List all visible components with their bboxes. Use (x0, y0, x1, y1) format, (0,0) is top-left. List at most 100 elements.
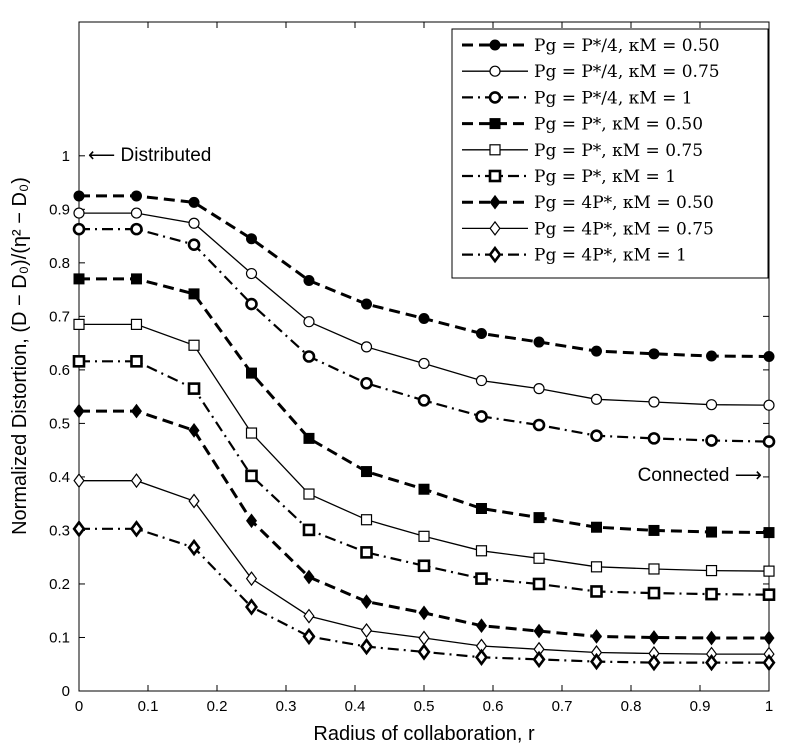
data-point-s6 (187, 382, 201, 395)
data-point-s2 (705, 399, 718, 411)
data-point-s5 (73, 318, 85, 330)
legend-entry-label: Pg = P*/4, κM = 0.50 (534, 36, 720, 56)
data-point-s2 (648, 396, 660, 408)
y-tick-label: 0.9 (49, 201, 70, 218)
data-point-s6 (302, 523, 316, 537)
data-point-s2 (763, 399, 775, 411)
data-point-s9 (302, 627, 316, 646)
data-point-s3 (130, 222, 143, 236)
data-point-s2 (130, 207, 143, 219)
data-point-s7 (533, 623, 545, 639)
data-point-s2 (418, 357, 430, 370)
data-point-s1 (706, 350, 718, 362)
data-point-s6 (647, 586, 661, 600)
data-point-s5 (475, 545, 488, 557)
data-point-s9 (474, 648, 488, 666)
data-point-s1 (533, 336, 545, 348)
data-point-s9 (647, 653, 661, 672)
data-point-s5 (533, 552, 545, 564)
data-point-s1 (648, 348, 660, 360)
data-point-s3 (360, 376, 373, 390)
data-point-s6 (130, 355, 143, 368)
data-point-s3 (72, 222, 86, 236)
data-point-s5 (763, 565, 775, 577)
data-point-s9 (72, 520, 86, 538)
x-tick-label: 1 (765, 698, 773, 715)
data-point-s1 (303, 275, 315, 287)
data-point-s7 (648, 630, 660, 645)
data-point-s8 (360, 623, 373, 639)
data-point-s4 (73, 273, 85, 285)
data-point-s6 (532, 577, 546, 591)
data-point-s9 (532, 650, 546, 669)
x-tick-label: 0.7 (552, 698, 573, 715)
series-markers (72, 190, 776, 672)
data-point-s7 (475, 618, 487, 634)
y-tick-label: 0.6 (49, 362, 70, 379)
data-point-s9 (129, 520, 143, 538)
data-point-s1 (130, 190, 142, 202)
x-tick-label: 0.1 (138, 698, 159, 715)
legend-entry-label: Pg = 4P*, κM = 0.50 (534, 193, 714, 213)
legend-entry-label: Pg = 4P*, κM = 0.75 (534, 219, 714, 239)
x-tick-label: 0.9 (690, 698, 711, 715)
y-tick-label: 0.8 (49, 255, 70, 272)
data-point-s7 (188, 423, 200, 438)
x-tick-label: 0.5 (414, 698, 435, 715)
data-point-s1 (73, 190, 85, 202)
data-point-s3 (475, 410, 488, 423)
data-point-s4 (763, 527, 775, 539)
data-point-s2 (360, 341, 373, 353)
x-axis-title: Radius of collaboration, r (313, 723, 535, 745)
data-point-s4 (648, 524, 660, 536)
legend-entry-label: Pg = P*, κM = 0.50 (534, 115, 703, 135)
data-point-s5 (590, 561, 603, 573)
data-point-s6 (705, 587, 718, 601)
y-tick-label: 1 (62, 148, 70, 165)
data-point-s8 (73, 473, 85, 489)
y-tick-label: 0.3 (49, 522, 70, 539)
data-point-s4 (418, 483, 430, 495)
data-point-s5 (418, 530, 430, 542)
data-point-s3 (245, 297, 258, 311)
data-point-s3 (647, 432, 661, 445)
data-point-s3 (417, 394, 431, 407)
data-point-s1 (361, 298, 373, 310)
data-point-s2 (303, 316, 315, 328)
data-point-s2 (475, 374, 488, 387)
data-point-s5 (188, 339, 200, 351)
data-point-s3 (187, 238, 201, 251)
y-tick-label: 0 (62, 683, 70, 700)
data-point-s5 (303, 488, 315, 500)
data-point-s9 (590, 652, 603, 671)
data-point-s6 (72, 355, 86, 368)
legend-marker (488, 245, 502, 264)
annotation-connected: Connected ⟶ (638, 465, 762, 486)
data-point-s8 (130, 473, 143, 489)
data-point-s4 (591, 521, 602, 533)
data-point-s1 (591, 345, 602, 357)
data-point-s2 (188, 217, 200, 229)
x-tick-label: 0.6 (483, 698, 504, 715)
data-point-s8 (303, 608, 315, 624)
data-point-s1 (188, 196, 200, 208)
legend-entry-label: Pg = P*/4, κM = 1 (534, 88, 693, 108)
data-point-s1 (763, 351, 775, 362)
data-point-s7 (246, 513, 257, 529)
data-point-s2 (590, 393, 603, 405)
data-point-s4 (475, 502, 487, 514)
data-point-s7 (303, 569, 315, 585)
data-point-s5 (705, 564, 718, 577)
data-point-s6 (360, 546, 373, 559)
legend-marker (489, 144, 501, 156)
data-point-s4 (303, 432, 315, 444)
data-point-s7 (706, 630, 718, 646)
data-point-s6 (590, 585, 603, 598)
data-point-s7 (763, 630, 775, 646)
data-point-s8 (245, 571, 258, 587)
data-point-s7 (130, 403, 142, 419)
legend-entry-label: Pg = P*, κM = 1 (534, 167, 676, 187)
data-point-s7 (418, 605, 430, 621)
y-tick-label: 0.2 (49, 576, 70, 593)
